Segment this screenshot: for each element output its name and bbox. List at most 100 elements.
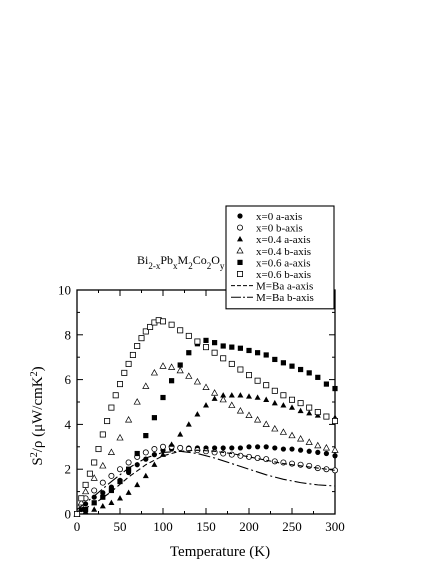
data-point <box>91 506 98 512</box>
data-point <box>280 446 286 452</box>
title-sub: y <box>220 261 225 271</box>
data-point <box>246 347 252 354</box>
x-tick-label: 300 <box>325 519 345 534</box>
data-point <box>91 494 97 500</box>
data-point <box>186 350 192 356</box>
legend-item: M=Ba a-axis <box>231 281 313 293</box>
data-point <box>177 362 183 368</box>
data-point <box>236 407 244 414</box>
series-1 <box>74 444 338 517</box>
data-point <box>272 356 278 363</box>
data-point <box>254 377 261 384</box>
data-point <box>116 433 124 441</box>
data-point <box>107 448 115 455</box>
legend-item: x=0 b-axis <box>236 223 303 235</box>
data-point <box>254 394 261 400</box>
series-4 <box>73 362 339 517</box>
data-point <box>202 344 209 351</box>
data-point <box>134 481 141 488</box>
data-point <box>121 369 128 376</box>
legend-item: x=0.6 a-axis <box>237 257 310 269</box>
data-point <box>212 340 218 346</box>
data-point <box>126 466 132 472</box>
y-axis-label: S2/ρ (μW/cmK2) <box>29 366 47 465</box>
data-point <box>194 338 201 345</box>
data-point <box>125 459 132 466</box>
data-point <box>185 372 193 379</box>
data-point <box>246 444 252 450</box>
y-tick-label: 8 <box>65 327 72 342</box>
data-point <box>254 415 262 423</box>
legend-label: M=Ba b-axis <box>256 292 314 304</box>
data-point <box>314 441 322 449</box>
data-point <box>245 411 253 418</box>
legend-label: x=0.6 b-axis <box>256 269 311 281</box>
data-point <box>203 402 209 408</box>
y-label-part: ) <box>30 366 46 371</box>
data-point <box>159 362 167 369</box>
data-point <box>237 345 243 351</box>
data-point <box>306 448 312 454</box>
data-point <box>125 360 132 367</box>
data-point <box>298 366 304 373</box>
data-point <box>117 495 123 501</box>
x-tick-label: 200 <box>239 519 259 534</box>
data-point <box>263 444 269 450</box>
data-point <box>220 343 226 349</box>
data-point <box>78 495 85 502</box>
data-point <box>271 399 278 406</box>
data-point <box>220 355 227 362</box>
data-point <box>99 431 106 438</box>
data-point <box>147 323 154 330</box>
data-point <box>169 378 175 384</box>
title-part: O <box>211 253 220 267</box>
data-point <box>108 472 115 479</box>
legend-swatch <box>237 213 243 219</box>
x-tick-label: 0 <box>74 519 81 534</box>
data-point <box>108 404 115 411</box>
data-point <box>322 443 330 451</box>
data-point <box>212 445 218 451</box>
data-point <box>125 489 132 495</box>
data-point <box>134 342 141 349</box>
data-point <box>263 382 270 389</box>
data-point <box>125 415 133 423</box>
y-label-sup: 2 <box>29 452 40 457</box>
data-point <box>229 344 235 350</box>
data-point <box>108 487 114 494</box>
data-point <box>142 382 150 389</box>
series-6 <box>74 317 338 517</box>
data-point <box>129 351 136 358</box>
data-point <box>185 421 192 427</box>
data-point <box>315 374 321 380</box>
data-point <box>289 363 295 369</box>
data-point <box>177 431 184 437</box>
legend-label: x=0.4 b-axis <box>256 246 311 258</box>
series-5 <box>74 337 338 517</box>
y-tick-label: 10 <box>58 283 71 298</box>
data-point <box>142 328 149 335</box>
series-layer <box>73 317 339 517</box>
data-point <box>203 337 209 343</box>
data-point <box>237 392 244 398</box>
data-point <box>151 415 157 421</box>
data-point <box>305 438 313 445</box>
data-point <box>117 381 124 388</box>
data-point <box>289 404 295 410</box>
data-point <box>168 363 176 370</box>
series-line <box>76 450 336 510</box>
data-point <box>306 370 312 376</box>
x-tick-label: 100 <box>153 519 173 534</box>
data-point <box>306 404 313 411</box>
title-part: Bi <box>137 253 149 267</box>
data-point <box>91 459 98 466</box>
y-label-sup: 2 <box>29 371 40 376</box>
y-label-part: /ρ (μW/cmK <box>30 376 46 452</box>
legend-swatch <box>236 270 243 277</box>
data-point <box>280 360 286 366</box>
y-tick-label: 4 <box>65 417 72 432</box>
data-point <box>134 462 140 468</box>
data-point <box>211 389 219 396</box>
data-point <box>112 392 119 399</box>
